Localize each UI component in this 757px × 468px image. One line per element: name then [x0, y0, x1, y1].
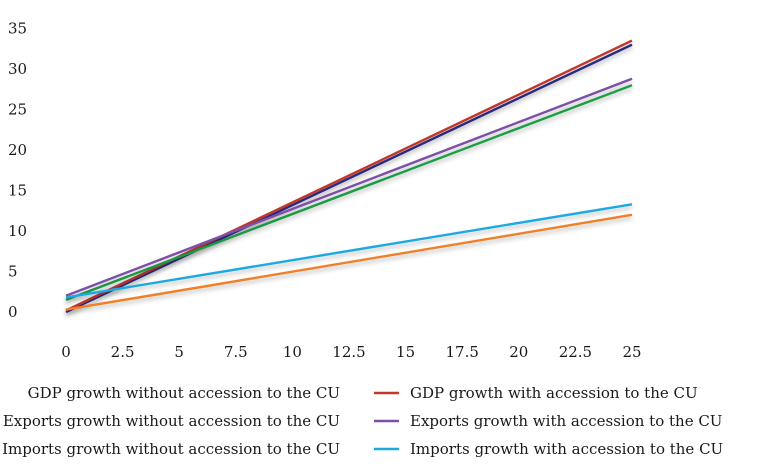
- tick-labels: 0 5 10 15 20 25 30 35 0 2.5 5 7.5 10 12.5 15 17.5 20 22.5…: [8, 20, 642, 362]
- legend-label: Imports growth with accession to the CU: [410, 440, 723, 458]
- legend: GDP growth without accession to the CU GD…: [2, 384, 723, 458]
- x-tick-label: 2.5: [111, 343, 135, 361]
- series-line-3: [65, 84, 633, 302]
- series-line-4: [65, 77, 633, 297]
- x-tick-label: 15: [396, 343, 415, 361]
- series-line-1: [65, 43, 633, 314]
- x-tick-label: 5: [174, 343, 184, 361]
- y-tick-label: 15: [8, 182, 27, 200]
- legend-item: Imports growth with accession to the CU: [374, 440, 723, 458]
- y-tick-label: 35: [8, 20, 27, 38]
- legend-label: Imports growth without accession to the …: [2, 440, 340, 458]
- y-tick-label: 5: [8, 263, 18, 281]
- x-tick-label: 7.5: [224, 343, 248, 361]
- x-tick-label: 12.5: [332, 343, 365, 361]
- legend-item: Exports growth without accession to the …: [3, 412, 340, 430]
- x-tick-label: 0: [61, 343, 71, 361]
- x-tick-label: 22.5: [559, 343, 592, 361]
- legend-item: GDP growth without accession to the CU: [28, 384, 340, 402]
- legend-label: GDP growth without accession to the CU: [28, 384, 340, 402]
- legend-item: Imports growth without accession to the …: [2, 440, 340, 458]
- legend-item: GDP growth with accession to the CU: [374, 384, 698, 402]
- legend-item: Exports growth with accession to the CU: [374, 412, 722, 430]
- legend-label: Exports growth with accession to the CU: [410, 412, 722, 430]
- legend-label: Exports growth without accession to the …: [3, 412, 340, 430]
- x-tick-label: 20: [509, 343, 528, 361]
- y-tick-label: 20: [8, 141, 27, 159]
- x-tick-label: 17.5: [445, 343, 478, 361]
- y-tick-label: 0: [8, 303, 18, 321]
- y-tick-label: 30: [8, 60, 27, 78]
- y-tick-label: 25: [8, 101, 27, 119]
- x-tick-label: 10: [283, 343, 302, 361]
- axes: [32, 10, 674, 354]
- series-line-6: [65, 203, 633, 299]
- series-layer: [65, 39, 633, 314]
- legend-label: GDP growth with accession to the CU: [410, 384, 698, 402]
- x-tick-label: 25: [622, 343, 641, 361]
- series-line-2: [65, 39, 633, 312]
- y-tick-label: 10: [8, 222, 27, 240]
- series-line-5: [65, 213, 633, 311]
